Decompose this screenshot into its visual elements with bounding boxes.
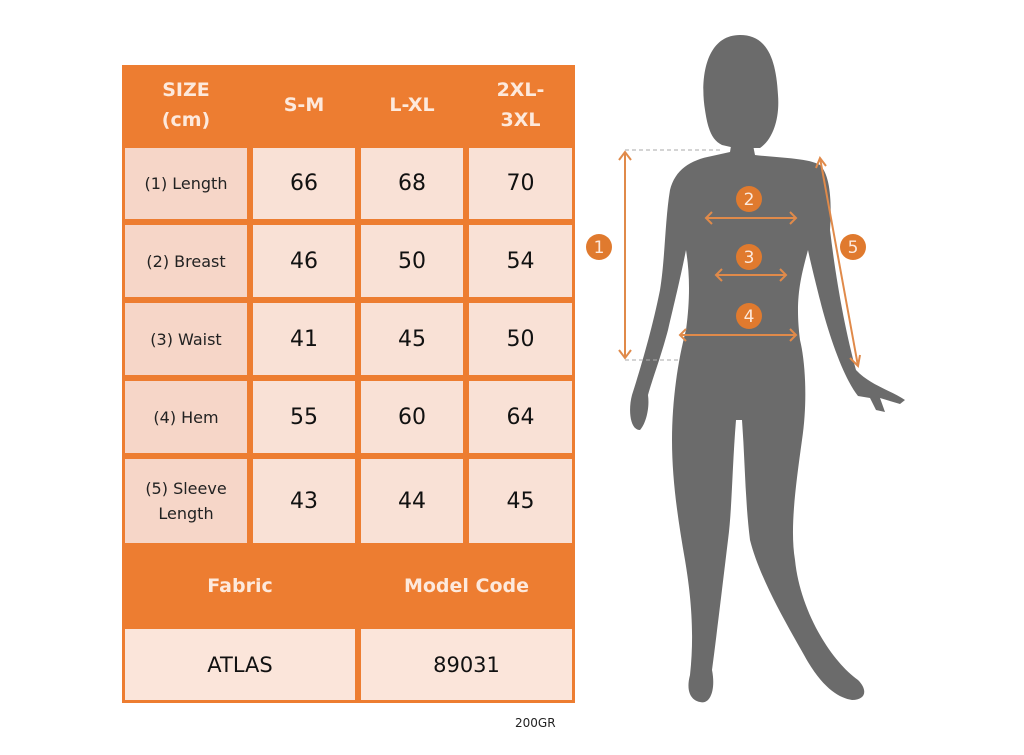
value-cell: 70 (469, 148, 572, 219)
value-cell: 64 (469, 381, 572, 453)
marker-4: 4 (736, 303, 762, 329)
marker-5-label: 5 (848, 238, 859, 258)
value-cell: 45 (469, 459, 572, 543)
row-label: (3) Waist (125, 303, 247, 375)
footer-value-cell: 89031 (361, 629, 572, 700)
header-cell: L-XL (361, 68, 463, 142)
row-label: (2) Breast (125, 225, 247, 297)
size-chart-table: SIZE (cm) S-M L-XL 2XL- 3XL (1) Length 66 68 70… (122, 65, 575, 703)
header-cell: S-M (253, 68, 355, 142)
row-label: (1) Length (125, 148, 247, 219)
body-measurement-figure: 1 2 3 4 5 (586, 35, 905, 703)
footer-header-cell: Fabric (125, 549, 355, 623)
value-cell: 43 (253, 459, 355, 543)
header-cell: SIZE (cm) (125, 68, 247, 142)
value-cell: 44 (361, 459, 463, 543)
footer-value-cell: ATLAS (125, 629, 355, 700)
marker-1-circle (586, 234, 612, 260)
waist-arrow (714, 268, 788, 282)
silhouette (630, 35, 905, 703)
value-cell: 55 (253, 381, 355, 453)
marker-1: 1 (586, 234, 612, 260)
measurement-guides (618, 149, 861, 369)
sleeve-arrow (815, 155, 861, 369)
marker-2-label: 2 (744, 190, 755, 210)
row-label: (4) Hem (125, 381, 247, 453)
value-cell: 68 (361, 148, 463, 219)
marker-3: 3 (736, 244, 762, 270)
value-cell: 54 (469, 225, 572, 297)
length-arrow (618, 150, 632, 360)
header-cell: 2XL- 3XL (469, 68, 572, 142)
value-cell: 50 (361, 225, 463, 297)
hem-arrow (678, 328, 798, 342)
marker-4-label: 4 (744, 307, 755, 327)
fabric-weight-note: 200GR (515, 716, 556, 730)
value-cell: 45 (361, 303, 463, 375)
marker-2: 2 (736, 186, 762, 212)
marker-3-label: 3 (744, 248, 755, 268)
value-cell: 60 (361, 381, 463, 453)
footer-header-cell: Model Code (361, 549, 572, 623)
breast-arrow (704, 211, 798, 225)
value-cell: 46 (253, 225, 355, 297)
value-cell: 41 (253, 303, 355, 375)
marker-5: 5 (840, 234, 866, 260)
row-label: (5) Sleeve Length (125, 459, 247, 543)
marker-1-label: 1 (594, 238, 605, 258)
value-cell: 66 (253, 148, 355, 219)
value-cell: 50 (469, 303, 572, 375)
